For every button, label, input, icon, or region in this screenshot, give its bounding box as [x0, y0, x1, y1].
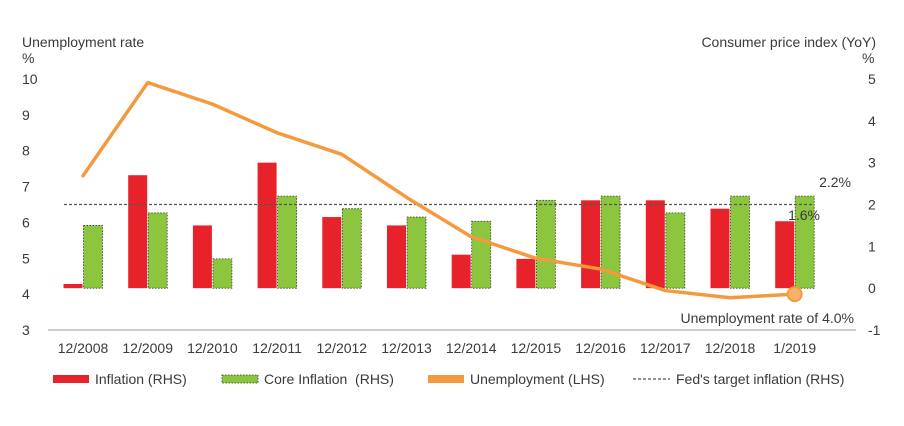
bar-core-inflation-1/2019	[794, 195, 815, 289]
x-tick-12/2016: 12/2016	[575, 340, 626, 356]
left-tick-8: 8	[22, 143, 30, 159]
x-tick-12/2013: 12/2013	[381, 340, 432, 356]
x-tick-12/2018: 12/2018	[705, 340, 756, 356]
right-tick-1: 1	[868, 238, 876, 254]
right-axis-ticks: -1 0 1 2 3 4 5	[868, 71, 881, 338]
x-tick-12/2010: 12/2010	[187, 340, 238, 356]
left-axis: Unemployment rate % 3 4 5 6 7 8 9 10	[22, 34, 144, 338]
x-tick-12/2012: 12/2012	[316, 340, 367, 356]
annotations: 2.2% 1.6% Unemployment rate of 4.0%	[680, 174, 854, 326]
x-tick-12/2008: 12/2008	[58, 340, 109, 356]
bar-inflation-12/2008	[63, 283, 83, 289]
bar-inflation-12/2009	[128, 175, 148, 289]
right-tick-2: 2	[868, 197, 876, 213]
bar-inflation-12/2015	[516, 258, 536, 289]
bar-core-inflation-12/2008	[83, 225, 103, 289]
left-axis-ticks: 3 4 5 6 7 8 9 10	[22, 71, 38, 338]
left-tick-4: 4	[22, 286, 30, 302]
bar-inflation-12/2018	[710, 208, 730, 289]
left-tick-6: 6	[22, 214, 30, 230]
unemployment-line-group	[81, 80, 803, 303]
bar-core-inflation-12/2015	[536, 199, 556, 289]
legend: Inflation (RHS) Core Inflation (RHS) Une…	[53, 371, 844, 387]
annotation-core-last: 2.2%	[819, 174, 851, 190]
right-axis-unit: %	[862, 50, 874, 66]
bar-inflation-12/2012	[322, 217, 342, 289]
legend-item-inflation: Inflation (RHS)	[53, 371, 187, 387]
left-axis-unit: %	[22, 50, 34, 66]
left-tick-9: 9	[22, 107, 30, 123]
bar-inflation-12/2014	[451, 254, 471, 289]
legend-label-unemployment: Unemployment (LHS)	[470, 371, 605, 387]
bars-group	[63, 162, 815, 289]
bar-inflation-12/2013	[387, 225, 406, 289]
left-axis-title: Unemployment rate	[22, 34, 144, 50]
bar-inflation-12/2011	[257, 162, 277, 289]
right-tick-0: 0	[868, 280, 876, 296]
bar-core-inflation-12/2013	[406, 216, 427, 289]
bar-inflation-1/2019	[775, 221, 795, 289]
left-tick-7: 7	[22, 179, 30, 195]
bar-inflation-12/2017	[645, 200, 665, 289]
legend-label-target: Fed's target inflation (RHS)	[676, 371, 844, 387]
right-axis: Consumer price index (YoY) % -1 0 1 2 3 4 5	[701, 34, 880, 338]
legend-item-target: Fed's target inflation (RHS)	[633, 371, 844, 387]
right-axis-title: Consumer price index (YoY)	[701, 34, 876, 50]
right-tick-3: 3	[868, 155, 876, 171]
legend-swatch-unemployment	[428, 375, 464, 383]
x-tick-12/2017: 12/2017	[640, 340, 691, 356]
annotation-inflation-last: 1.6%	[788, 207, 820, 223]
legend-label-inflation: Inflation (RHS)	[95, 371, 187, 387]
x-tick-12/2015: 12/2015	[511, 340, 562, 356]
bar-core-inflation-12/2016	[600, 195, 621, 289]
annotation-unemployment-last: Unemployment rate of 4.0%	[680, 310, 854, 326]
legend-item-unemployment: Unemployment (LHS)	[428, 371, 605, 387]
left-tick-10: 10	[22, 71, 38, 87]
bar-core-inflation-12/2010	[212, 258, 233, 289]
left-tick-5: 5	[22, 250, 30, 266]
x-axis-ticks: 12/2008 12/2009 12/2010 12/2011 12/2012 12/20…	[58, 340, 817, 356]
legend-swatch-core-inflation	[221, 374, 259, 384]
unemployment-line	[81, 80, 797, 300]
right-tick-5: 5	[868, 71, 876, 87]
legend-label-core-inflation: Core Inflation (RHS)	[264, 371, 394, 387]
right-tick--1: -1	[868, 322, 881, 338]
bar-inflation-12/2010	[192, 225, 212, 289]
bar-core-inflation-12/2018	[730, 195, 750, 289]
bar-core-inflation-12/2009	[147, 212, 168, 289]
bar-core-inflation-12/2017	[665, 212, 686, 289]
left-tick-3: 3	[22, 322, 30, 338]
legend-swatch-inflation	[53, 375, 89, 383]
bar-core-inflation-12/2012	[341, 208, 362, 289]
legend-item-core-inflation: Core Inflation (RHS)	[221, 371, 394, 387]
bar-core-inflation-12/2014	[471, 220, 492, 289]
unemployment-last-point	[786, 286, 803, 303]
x-tick-12/2014: 12/2014	[446, 340, 497, 356]
x-tick-12/2009: 12/2009	[122, 340, 173, 356]
x-tick-1/2019: 1/2019	[773, 340, 816, 356]
x-tick-12/2011: 12/2011	[252, 340, 302, 356]
bar-core-inflation-12/2011	[277, 195, 298, 289]
right-tick-4: 4	[868, 113, 876, 129]
bar-inflation-12/2016	[581, 200, 601, 289]
